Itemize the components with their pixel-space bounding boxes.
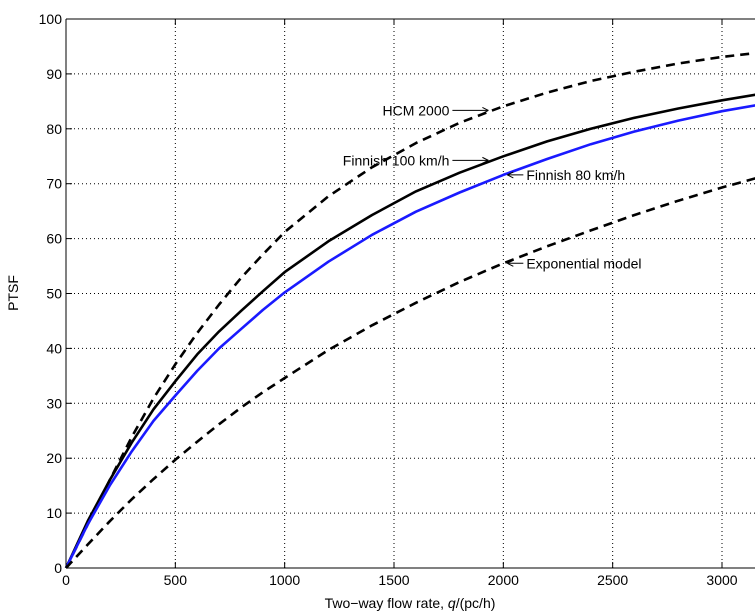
y-tick-label: 20: [46, 450, 62, 466]
y-tick-label: 100: [39, 11, 63, 27]
x-axis-label-variable: q: [448, 595, 456, 611]
annotation-finnish-80-km-h: Finnish 80 km/h: [526, 167, 625, 183]
arrow-head: [482, 106, 489, 114]
y-tick-label: 90: [46, 66, 62, 82]
y-axis-label: PTSF: [5, 275, 21, 311]
x-axis-label-text: Two−way flow rate,: [325, 595, 448, 611]
annotation-layer: HCM 2000 Finnish 100 km/h Finnish 80 km/h E…: [343, 102, 642, 271]
series-line-hcm-2000: [64, 51, 755, 569]
x-axis-label-unit: /(pc/h): [456, 595, 496, 611]
y-tick-label: 40: [46, 340, 62, 356]
series-line-finnish-100-km-h: [64, 93, 755, 569]
y-tick-label: 10: [46, 505, 62, 521]
grid: [66, 19, 755, 568]
x-tick-label: 2500: [597, 572, 628, 588]
annotation-hcm-2000: HCM 2000: [382, 102, 449, 118]
annotation-exponential-model: Exponential model: [526, 255, 641, 271]
x-tick-label: 3000: [706, 572, 737, 588]
series-line-exponential-model: [65, 177, 755, 569]
y-tick-label: 30: [46, 395, 62, 411]
arrow-head: [507, 171, 514, 179]
x-axis-label: Two−way flow rate, q/(pc/h): [325, 595, 496, 611]
x-tick-label: 1500: [378, 572, 409, 588]
arrow-head: [507, 259, 514, 267]
x-tick-label: 1000: [269, 572, 300, 588]
x-tick-label: 0: [62, 572, 70, 588]
y-tick-label: 50: [46, 286, 62, 302]
arrow-head: [482, 156, 489, 164]
series-layer: [64, 51, 755, 569]
x-tick-label: 2000: [488, 572, 519, 588]
x-tick-label: 500: [164, 572, 188, 588]
y-tick-label: 60: [46, 231, 62, 247]
y-tick-label: 0: [54, 560, 62, 576]
axes: [65, 18, 755, 569]
y-tick-label: 80: [46, 121, 62, 137]
annotation-finnish-100-km-h: Finnish 100 km/h: [343, 152, 450, 168]
tick-labels: 0 500 1000 1500 2000 2500 3000 0 10 20 30 40 50 60 70 8…: [39, 11, 738, 588]
series-line-finnish-80-km-h: [64, 104, 755, 569]
y-tick-label: 70: [46, 176, 62, 192]
